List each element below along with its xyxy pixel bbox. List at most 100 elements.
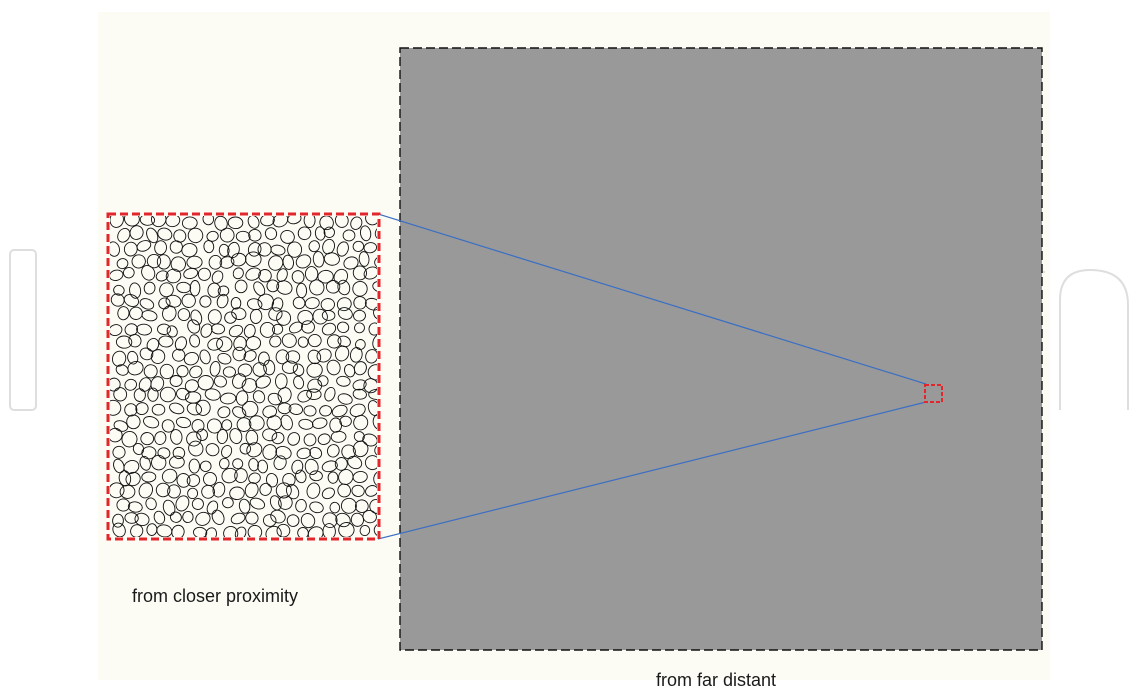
pebble-outline xyxy=(155,482,171,498)
pebble-outline xyxy=(135,402,149,415)
pebble-outline xyxy=(359,524,371,537)
pebble-outline xyxy=(291,270,305,284)
pebble-outline xyxy=(281,360,298,374)
pebble-outline xyxy=(125,471,141,487)
pebble-outline xyxy=(129,225,144,240)
pebble-outline xyxy=(170,429,183,445)
pebble-outline xyxy=(155,270,169,282)
pebble-outline xyxy=(288,403,303,415)
pebble-outline xyxy=(206,500,219,515)
pebble-outline xyxy=(306,362,323,378)
pebble-outline xyxy=(306,388,322,401)
pebble-outline xyxy=(358,251,370,267)
pebble-outline xyxy=(359,225,372,242)
pebble-outline xyxy=(203,240,215,254)
pebble-outline xyxy=(354,322,365,334)
pebble-outline xyxy=(259,321,275,338)
pebble-outline xyxy=(349,346,363,363)
pebble-outline xyxy=(367,364,377,381)
pebble-outline xyxy=(209,360,221,377)
pebble-outline xyxy=(338,522,355,537)
pebble-outline xyxy=(276,268,288,282)
pebble-outline xyxy=(229,428,243,445)
pebble-outline xyxy=(159,363,175,380)
pebble-outline xyxy=(216,336,233,352)
pebble-outline xyxy=(175,495,190,512)
pebble-outline xyxy=(309,446,323,460)
pebble-outline xyxy=(207,282,221,298)
pebble-outline xyxy=(113,387,128,402)
pebble-outline xyxy=(234,279,248,294)
pebble-outline xyxy=(211,509,225,525)
pebble-outline xyxy=(353,309,366,322)
pebble-outline xyxy=(372,334,377,351)
pebble-outline xyxy=(235,390,249,406)
pebble-outline xyxy=(143,281,156,295)
pebble-outline xyxy=(195,399,211,416)
pebble-outline xyxy=(374,225,377,240)
pebble-outline xyxy=(165,268,182,284)
pebble-outline xyxy=(110,377,121,392)
pebble-outline xyxy=(286,483,300,500)
pebble-outline xyxy=(176,387,190,401)
pebble-outline xyxy=(285,350,301,364)
pebble-outline xyxy=(338,469,354,485)
pebble-outline xyxy=(236,417,252,432)
pebble-outline xyxy=(140,432,155,446)
pebble-outline xyxy=(183,267,199,280)
pebble-outline xyxy=(200,323,213,338)
pebble-outline xyxy=(174,336,187,351)
pebble-outline xyxy=(323,226,335,238)
pebble-outline xyxy=(112,445,126,459)
pebble-outline xyxy=(307,526,324,537)
pebble-outline xyxy=(259,482,272,496)
pebble-outline xyxy=(231,307,247,320)
pebble-outline xyxy=(159,282,174,298)
pebble-outline xyxy=(192,526,208,537)
pebble-outline xyxy=(247,216,260,229)
pebble-outline xyxy=(222,497,234,509)
pebble-outline xyxy=(353,431,365,442)
pebble-outline xyxy=(158,297,171,310)
pebble-outline xyxy=(326,444,340,458)
pebble-outline xyxy=(350,216,363,230)
pebble-outline xyxy=(154,240,167,256)
pebble-outline xyxy=(374,256,377,269)
pebble-outline xyxy=(197,267,211,281)
pebble-outline xyxy=(297,389,313,403)
pebble-outline xyxy=(138,377,152,392)
pebble-outline xyxy=(238,498,251,514)
pebble-outline xyxy=(189,334,201,348)
pebble-outline xyxy=(369,498,377,514)
pebble-outline xyxy=(188,440,204,457)
pebble-outline xyxy=(139,216,156,226)
pebble-outline xyxy=(363,266,377,280)
pebble-outline xyxy=(265,473,279,488)
pebble-outline xyxy=(121,430,138,448)
pebble-outline xyxy=(112,513,124,528)
pebble-outline xyxy=(309,470,323,482)
pebble-outline xyxy=(221,467,238,484)
pebble-outline xyxy=(295,498,307,513)
pebble-outline xyxy=(372,413,377,431)
pebble-outline xyxy=(219,457,230,470)
pebble-outline xyxy=(373,306,377,320)
pebble-outline xyxy=(235,230,251,243)
pebble-outline xyxy=(151,403,166,416)
pebble-outline xyxy=(205,443,220,457)
pebble-outline xyxy=(187,319,201,334)
pebble-outline xyxy=(241,400,259,418)
pebble-outline xyxy=(297,336,309,348)
pebble-outline xyxy=(352,265,367,281)
pebble-outline xyxy=(351,484,365,497)
close-view-label: from closer proximity xyxy=(132,586,299,606)
pebble-outline xyxy=(329,501,341,514)
pebble-outline xyxy=(265,525,282,537)
pebble-outline xyxy=(212,481,226,498)
pebble-outline xyxy=(199,460,212,472)
pebble-outline xyxy=(169,402,185,415)
pebble-outline xyxy=(245,511,259,525)
pebble-outline xyxy=(352,440,369,458)
pebble-outline xyxy=(297,527,309,537)
